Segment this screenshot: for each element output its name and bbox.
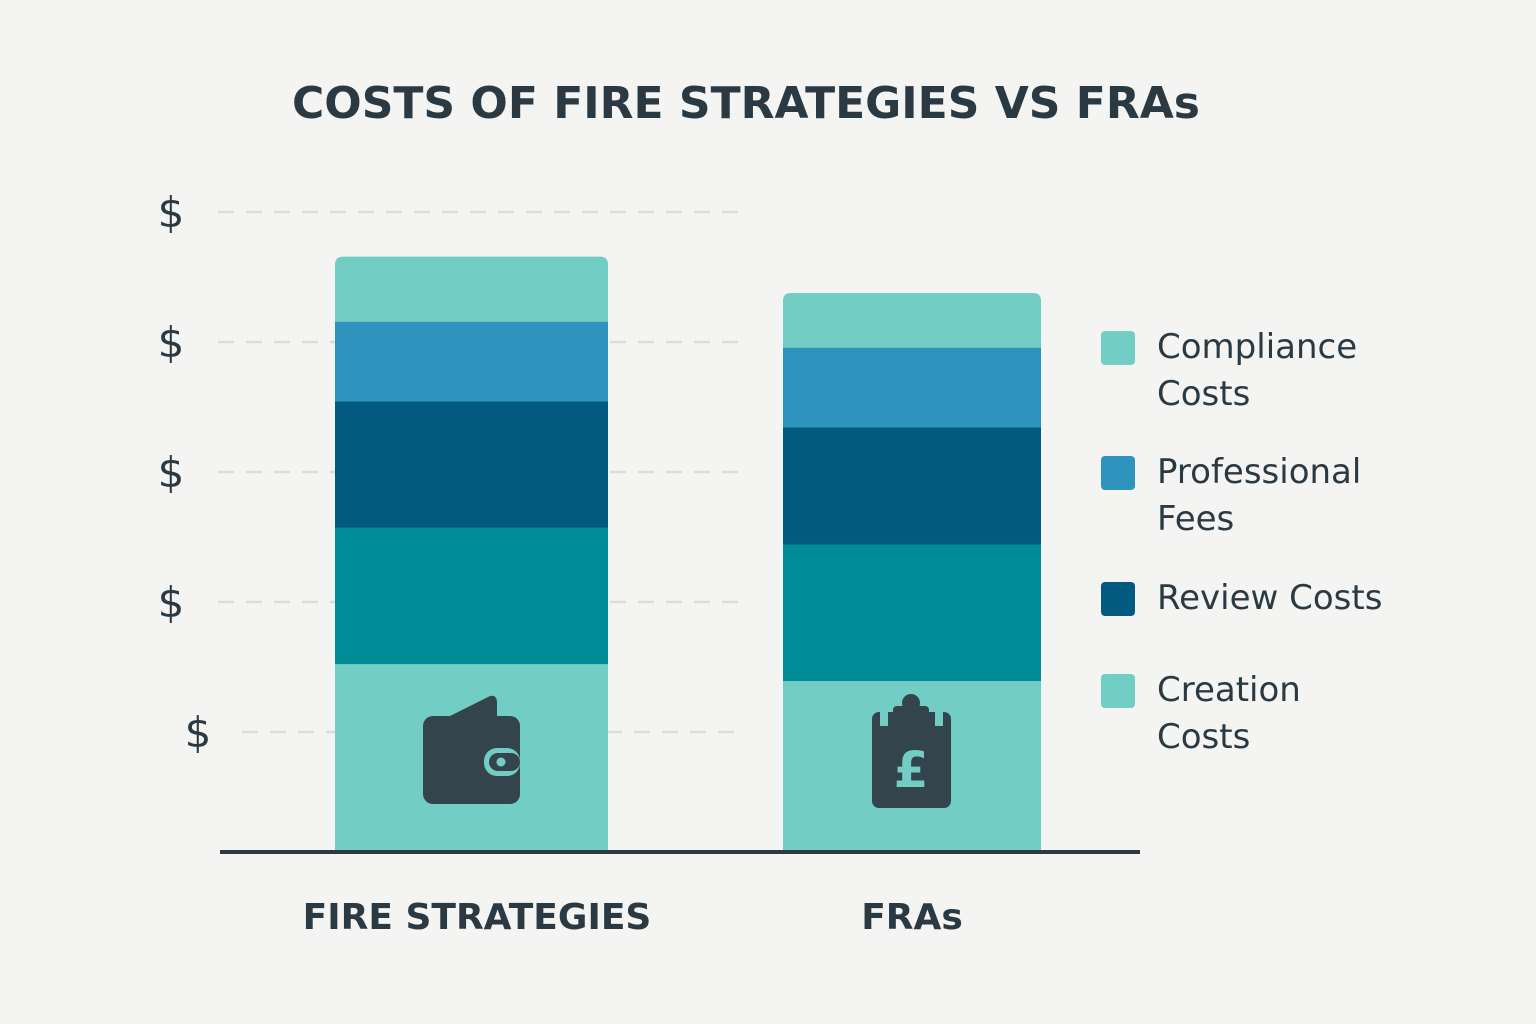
y-tick-labels: $ $ $ $ $ bbox=[158, 188, 212, 757]
legend-label: Review Costs bbox=[1157, 578, 1382, 618]
y-tick-label: $ bbox=[158, 188, 185, 237]
legend-swatch bbox=[1101, 582, 1135, 616]
legend-label: Costs bbox=[1157, 374, 1250, 414]
bar-segment-compliance bbox=[335, 321, 608, 402]
bar-segment-professional bbox=[783, 426, 1041, 545]
bar-segment-review bbox=[335, 527, 608, 665]
legend-label: Creation bbox=[1157, 670, 1301, 710]
bar-segment-review bbox=[783, 543, 1041, 681]
y-tick-label: $ bbox=[185, 708, 212, 757]
legend-label: Fees bbox=[1157, 499, 1234, 539]
legend-swatch bbox=[1101, 331, 1135, 365]
legend-swatch bbox=[1101, 456, 1135, 490]
legend-item: Creation Costs bbox=[1101, 670, 1301, 757]
legend-item: Review Costs bbox=[1101, 578, 1382, 618]
bar-segment-creation-top bbox=[783, 293, 1041, 348]
wallet-icon bbox=[423, 695, 520, 804]
legend-item: Professional Fees bbox=[1101, 452, 1361, 539]
svg-text:£: £ bbox=[894, 741, 929, 799]
y-tick-label: $ bbox=[158, 578, 185, 627]
legend-swatch bbox=[1101, 674, 1135, 708]
clipboard-pound-icon: £ bbox=[872, 694, 951, 808]
y-tick-label: $ bbox=[158, 448, 185, 497]
bars bbox=[335, 256, 1041, 853]
legend: Compliance Costs Professional Fees Review Co… bbox=[1101, 327, 1382, 757]
legend-item: Compliance Costs bbox=[1101, 327, 1357, 414]
x-tick-label: FIRE STRATEGIES bbox=[303, 897, 652, 938]
legend-label: Professional bbox=[1157, 452, 1361, 492]
bar-icons: £ bbox=[423, 694, 951, 808]
chart-title: COSTS OF FIRE STRATEGIES VS FRAs bbox=[292, 78, 1200, 129]
x-tick-label: FRAs bbox=[861, 897, 963, 938]
x-tick-labels: FIRE STRATEGIES FRAs bbox=[303, 897, 963, 938]
bar-segment-creation-top bbox=[335, 256, 608, 322]
bar-segment-compliance bbox=[783, 347, 1041, 428]
y-tick-label: $ bbox=[158, 318, 185, 367]
bar-segment-professional bbox=[335, 400, 608, 528]
legend-label: Compliance bbox=[1157, 327, 1357, 367]
legend-label: Costs bbox=[1157, 717, 1250, 757]
